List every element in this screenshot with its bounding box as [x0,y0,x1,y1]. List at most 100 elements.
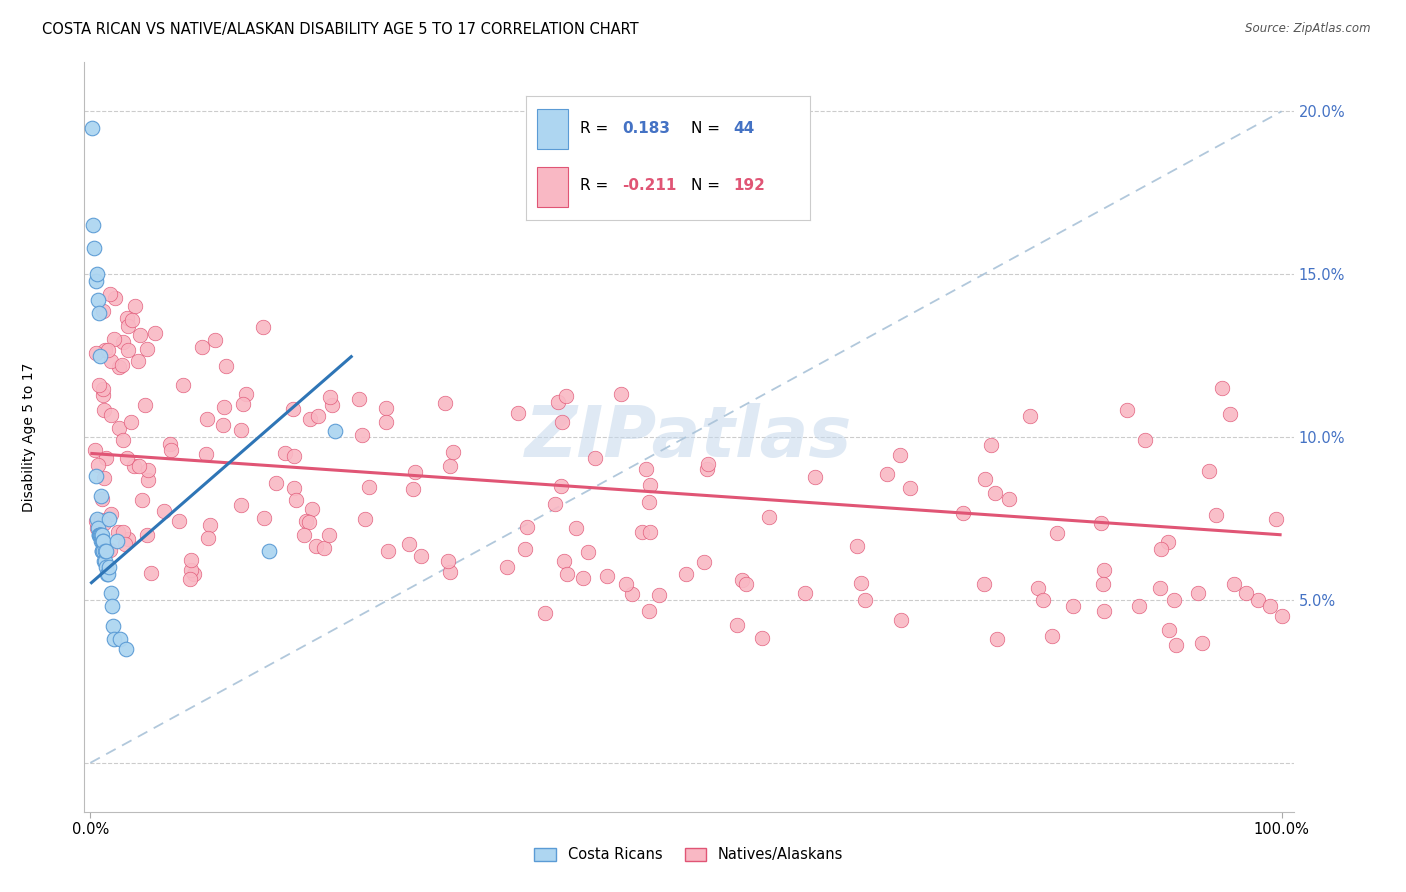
Point [183,567,205,582]
Point [90,528,112,542]
Point [1247,593,1270,607]
Point [631,525,654,540]
Point [845,539,868,553]
Point [152,504,174,518]
Point [124,299,146,313]
Point [86,511,108,525]
Point [404,466,426,480]
Point [89,528,111,542]
Point [544,497,567,511]
Point [496,560,519,574]
Point [638,524,661,539]
Point [1150,541,1173,556]
Point [794,586,817,600]
Point [347,392,370,406]
Point [108,632,131,646]
Point [648,588,671,602]
Point [86,267,108,281]
Point [554,389,576,403]
Point [167,514,190,528]
Point [1157,623,1180,637]
Point [160,443,183,458]
Point [1187,586,1209,600]
Point [553,553,575,567]
Point [534,606,557,620]
Point [115,641,138,656]
Point [609,387,631,401]
Point [82,219,104,233]
Point [127,354,149,368]
Point [89,378,111,392]
Point [97,343,120,358]
Point [565,521,588,535]
Point [91,534,114,549]
Point [195,447,218,461]
Point [312,541,335,555]
Point [973,576,995,591]
Point [159,437,181,451]
Point [547,394,569,409]
Point [120,416,142,430]
Point [90,513,112,527]
Point [1116,403,1139,417]
Point [555,566,578,581]
Point [136,342,159,356]
Point [693,555,716,569]
Point [180,563,202,577]
Point [84,469,107,483]
Point [91,528,114,542]
Point [96,560,118,574]
Point [1271,609,1294,624]
Point [117,310,139,325]
Point [94,544,117,558]
Point [94,451,117,466]
Point [110,358,132,372]
Point [849,575,872,590]
Point [583,450,606,465]
Point [439,459,461,474]
Point [91,544,114,558]
Point [274,445,297,459]
Point [751,631,773,645]
Point [107,421,129,435]
Point [305,539,328,553]
Point [136,474,159,488]
Point [638,604,661,618]
Point [876,467,898,482]
Point [1046,526,1069,541]
Point [516,519,538,533]
Point [107,524,129,539]
Point [803,470,825,484]
Point [232,396,254,410]
Point [108,359,131,374]
Point [1062,599,1084,614]
Point [115,450,138,465]
Point [1040,629,1063,643]
Point [87,528,110,542]
Point [307,409,329,423]
Point [398,537,420,551]
Point [90,489,112,503]
Point [433,396,456,410]
Point [195,411,218,425]
Point [87,521,110,535]
Point [93,471,115,485]
Point [758,509,780,524]
Point [84,442,107,457]
Point [131,493,153,508]
Point [359,480,381,494]
Point [212,417,235,432]
Point [1149,581,1171,595]
Point [111,433,134,447]
Point [252,511,274,525]
Point [889,614,911,628]
Point [86,521,108,535]
Point [634,462,657,476]
Point [1198,465,1220,479]
Point [200,517,222,532]
Point [1163,593,1185,607]
Point [1026,582,1049,596]
Point [86,293,108,308]
Point [441,444,464,458]
Point [90,534,112,549]
